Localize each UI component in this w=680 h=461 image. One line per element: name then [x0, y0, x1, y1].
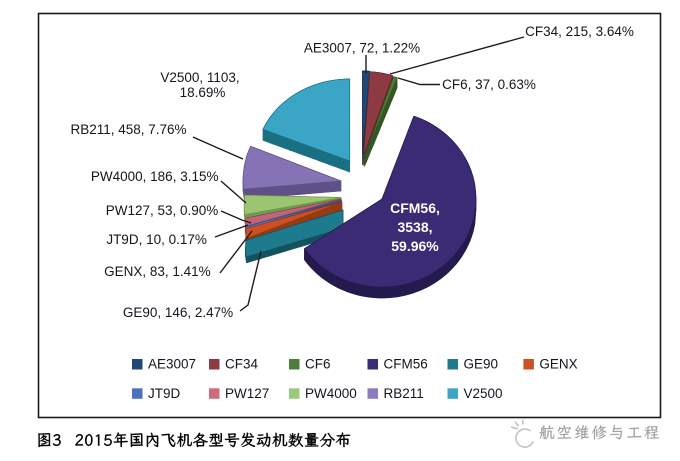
svg-text:CF34: CF34 [225, 357, 259, 372]
svg-text:59.96%: 59.96% [391, 238, 439, 254]
svg-text:PW127, 53, 0.90%: PW127, 53, 0.90% [106, 203, 219, 218]
svg-text:3538,: 3538, [397, 219, 432, 235]
svg-text:CFM56,: CFM56, [390, 200, 440, 216]
svg-text:GENX, 83, 1.41%: GENX, 83, 1.41% [104, 264, 211, 279]
svg-text:CFM56: CFM56 [384, 357, 428, 372]
svg-text:CF6: CF6 [305, 357, 331, 372]
svg-text:GE90: GE90 [464, 357, 499, 372]
svg-text:PW127: PW127 [225, 386, 269, 401]
svg-text:RB211, 458, 7.76%: RB211, 458, 7.76% [70, 122, 186, 137]
svg-text:V2500: V2500 [464, 386, 503, 401]
svg-text:CF34, 215, 3.64%: CF34, 215, 3.64% [525, 24, 634, 39]
svg-text:18.69%: 18.69% [180, 85, 226, 100]
svg-text:AE3007: AE3007 [148, 357, 196, 372]
svg-text:V2500, 1103,: V2500, 1103, [160, 70, 239, 85]
svg-text:PW4000: PW4000 [305, 386, 357, 401]
svg-text:AE3007, 72, 1.22%: AE3007, 72, 1.22% [304, 40, 420, 55]
svg-text:GE90, 146, 2.47%: GE90, 146, 2.47% [123, 305, 233, 320]
svg-text:JT9D: JT9D [148, 386, 181, 401]
svg-text:RB211: RB211 [384, 386, 424, 401]
svg-text:PW4000, 186, 3.15%: PW4000, 186, 3.15% [91, 169, 219, 184]
svg-text:GENX: GENX [539, 357, 577, 372]
svg-text:CF6, 37, 0.63%: CF6, 37, 0.63% [442, 77, 536, 92]
svg-text:JT9D, 10, 0.17%: JT9D, 10, 0.17% [106, 232, 207, 247]
